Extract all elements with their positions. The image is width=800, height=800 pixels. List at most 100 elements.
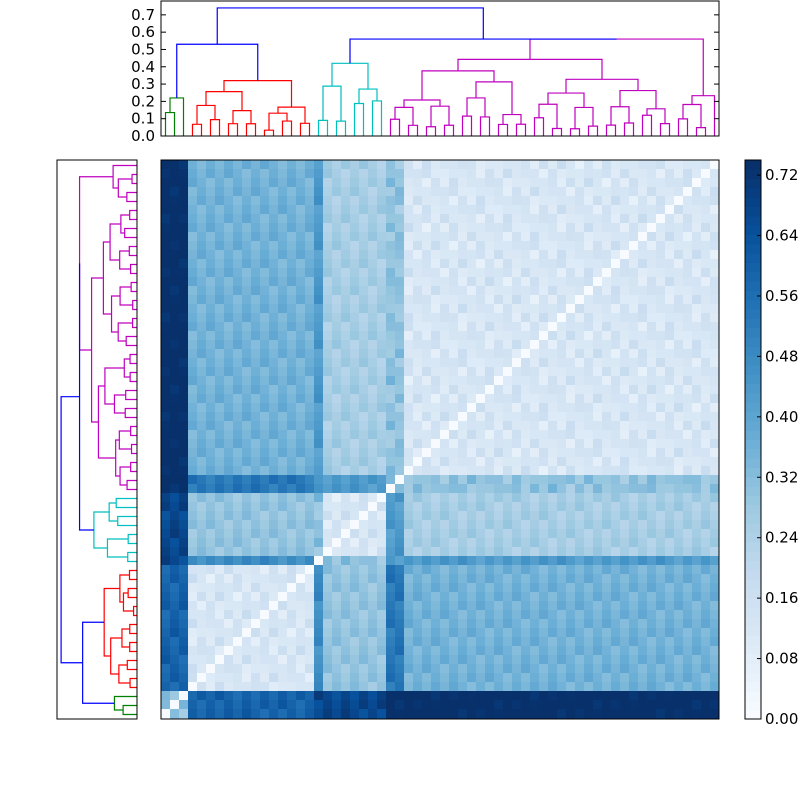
heatmap-cell [224,376,234,386]
heatmap-cell [458,673,468,683]
heatmap-cell [242,421,252,431]
heatmap-cell [647,178,657,188]
heatmap-cell [404,232,414,242]
heatmap-cell [431,628,441,638]
heatmap-cell [656,394,666,404]
heatmap-cell [692,349,702,359]
heatmap-cell [296,169,306,179]
heatmap-cell [449,484,459,494]
heatmap-cell [557,367,567,377]
heatmap-cell [350,295,360,305]
heatmap-cell [575,223,585,233]
heatmap-cell [179,331,189,341]
heatmap-cell [539,457,549,467]
dendrogram-link [605,124,617,136]
heatmap-cell [404,628,414,638]
heatmap-cell [233,223,243,233]
heatmap-cell [467,592,477,602]
heatmap-cell [584,637,594,647]
y-tick-label: 0.5 [131,40,155,58]
heatmap-cell [458,583,468,593]
heatmap-cell [548,385,558,395]
heatmap-cell [305,394,315,404]
heatmap-cell [548,214,558,224]
heatmap-cell [386,511,396,521]
heatmap-cell [710,412,720,422]
heatmap-cell [638,430,648,440]
heatmap-cell [386,691,396,701]
heatmap-cell [233,502,243,512]
heatmap-cell [224,232,234,242]
heatmap-cell [629,574,639,584]
heatmap-cell [539,583,549,593]
heatmap-cell [260,484,270,494]
colorbar-segment [745,355,761,366]
heatmap-cell [350,421,360,431]
heatmap-cell [386,583,396,593]
heatmap-cell [593,376,603,386]
heatmap-cell [332,610,342,620]
heatmap-cell [341,610,351,620]
heatmap-cell [233,574,243,584]
heatmap-cell [260,268,270,278]
heatmap-cell [575,295,585,305]
heatmap-cell [422,574,432,584]
heatmap-cell [233,187,243,197]
heatmap-cell [422,610,432,620]
heatmap-cell [431,421,441,431]
heatmap-cell [647,250,657,260]
heatmap-cell [521,565,531,575]
heatmap-cell [521,367,531,377]
heatmap-cell [602,457,612,467]
heatmap-cell [512,385,522,395]
heatmap-cell [521,628,531,638]
heatmap-cell [278,475,288,485]
heatmap-cell [683,277,693,287]
heatmap-cell [305,277,315,287]
heatmap-cell [521,529,531,539]
heatmap-cell [530,601,540,611]
heatmap-cell [215,286,225,296]
heatmap-cell [161,250,171,260]
heatmap-cell [242,610,252,620]
heatmap-cell [638,637,648,647]
heatmap-cell [197,682,207,692]
heatmap-cell [332,367,342,377]
heatmap-cell [494,331,504,341]
heatmap-cell [557,601,567,611]
heatmap-cell [602,502,612,512]
heatmap-cell [494,475,504,485]
heatmap-cell [341,637,351,647]
heatmap-cell [647,637,657,647]
heatmap-cell [242,664,252,674]
heatmap-cell [251,466,261,476]
heatmap-cell [656,448,666,458]
dendrogram-link [335,120,347,136]
heatmap-cell [629,367,639,377]
heatmap-cell [287,412,297,422]
heatmap-cell [233,340,243,350]
heatmap-cell [395,349,405,359]
heatmap-cell [323,313,333,323]
heatmap-cell [278,664,288,674]
heatmap-cell [413,349,423,359]
heatmap-cell [341,502,351,512]
heatmap-cell [557,529,567,539]
colorbar-frame [744,159,762,720]
heatmap-cell [521,466,531,476]
heatmap-cell [377,205,387,215]
dendrogram-link [118,430,132,450]
heatmap-cell [503,259,513,269]
heatmap-cell [710,277,720,287]
heatmap-cell [269,673,279,683]
heatmap-cell [665,214,675,224]
heatmap-cell [323,538,333,548]
heatmap-cell [161,187,171,197]
heatmap-cell [296,313,306,323]
heatmap-cell [251,187,261,197]
heatmap-cell [350,223,360,233]
heatmap-cell [422,637,432,647]
heatmap-cell [332,466,342,476]
heatmap-cell [539,700,549,710]
heatmap-cell [557,673,567,683]
